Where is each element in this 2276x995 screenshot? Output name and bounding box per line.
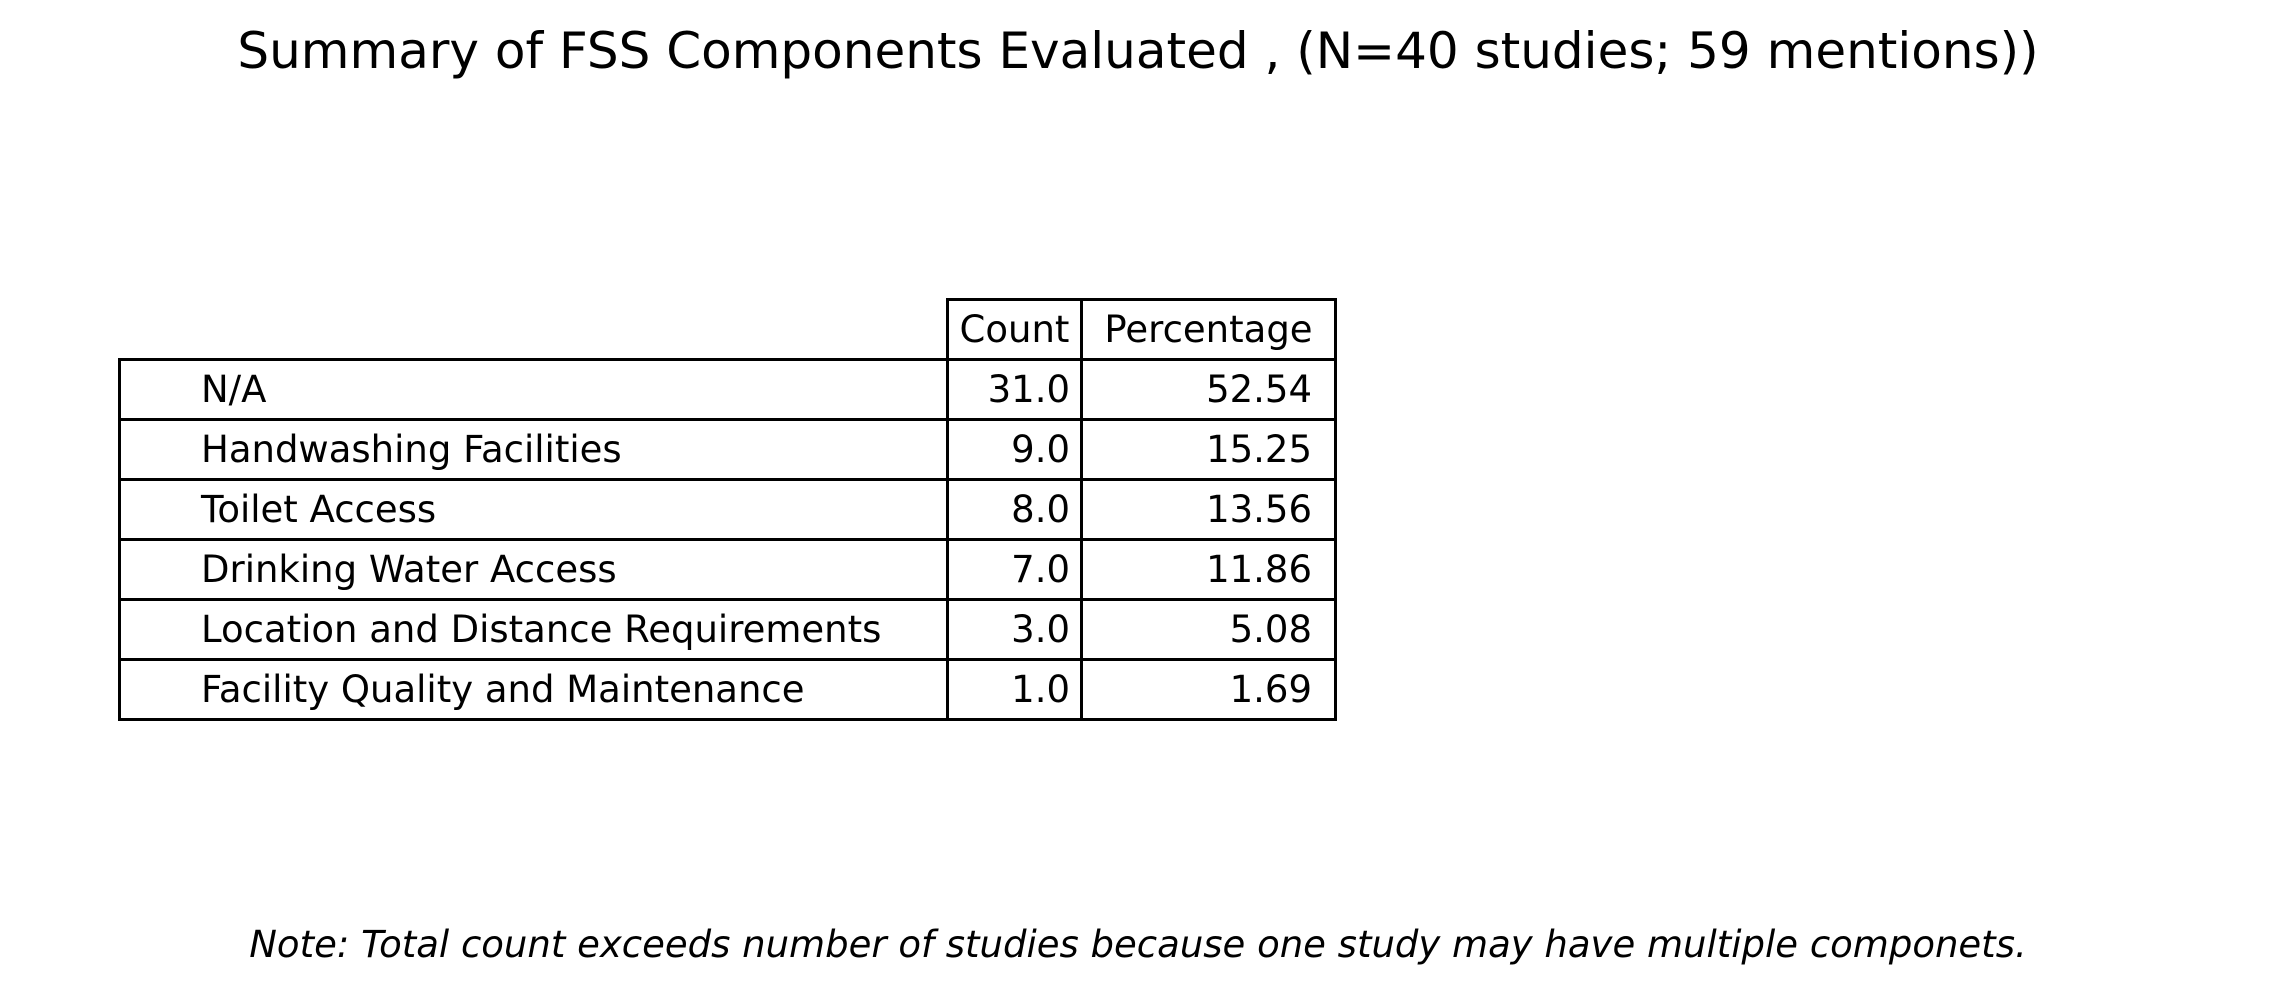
row-percentage: 13.56 bbox=[1080, 478, 1337, 541]
table-note: Note: Total count exceeds number of stud… bbox=[249, 923, 2027, 966]
row-percentage: 5.08 bbox=[1080, 598, 1337, 661]
row-label: Location and Distance Requirements bbox=[118, 598, 949, 661]
row-count: 31.0 bbox=[946, 358, 1083, 421]
row-percentage: 52.54 bbox=[1080, 358, 1337, 421]
row-label: N/A bbox=[118, 358, 949, 421]
row-percentage: 11.86 bbox=[1080, 538, 1337, 601]
row-label: Toilet Access bbox=[118, 478, 949, 541]
row-label: Drinking Water Access bbox=[118, 538, 949, 601]
row-count: 3.0 bbox=[946, 598, 1083, 661]
row-label: Facility Quality and Maintenance bbox=[118, 658, 949, 721]
chart-title: Summary of FSS Components Evaluated , (N… bbox=[237, 22, 2039, 80]
column-header-count: Count bbox=[946, 298, 1083, 361]
row-percentage: 1.69 bbox=[1080, 658, 1337, 721]
row-count: 1.0 bbox=[946, 658, 1083, 721]
row-count: 7.0 bbox=[946, 538, 1083, 601]
column-header-percentage: Percentage bbox=[1080, 298, 1337, 361]
row-count: 9.0 bbox=[946, 418, 1083, 481]
row-count: 8.0 bbox=[946, 478, 1083, 541]
row-label: Handwashing Facilities bbox=[118, 418, 949, 481]
row-percentage: 15.25 bbox=[1080, 418, 1337, 481]
